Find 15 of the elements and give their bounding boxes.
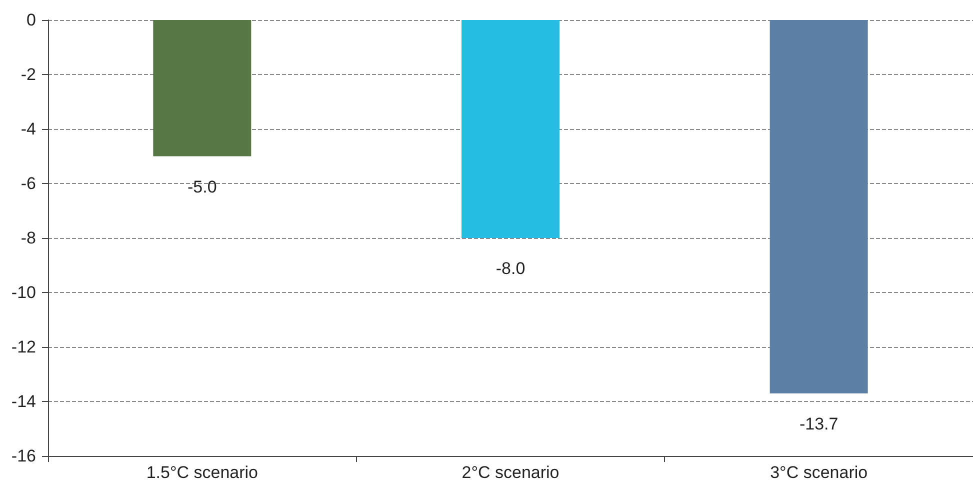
y-tick-label: -16	[11, 446, 36, 466]
y-tick-label: -14	[11, 392, 36, 411]
data-label: -8.0	[496, 259, 526, 278]
y-tick-label: -4	[20, 120, 36, 138]
y-tick-label: -2	[20, 65, 36, 84]
y-tick-label: -12	[11, 338, 36, 356]
data-label: -13.7	[799, 414, 838, 434]
x-tick-label: 3°C scenario	[770, 463, 868, 482]
y-tick-label: -8	[20, 228, 36, 248]
y-tick-label: -10	[11, 283, 36, 302]
data-label: -5.0	[188, 177, 217, 196]
x-tick-label: 2°C scenario	[462, 463, 560, 482]
y-tick-label: -6	[20, 174, 36, 193]
y-tick-label: 0	[26, 10, 36, 30]
x-tick-label: 1.5°C scenario	[146, 463, 258, 482]
